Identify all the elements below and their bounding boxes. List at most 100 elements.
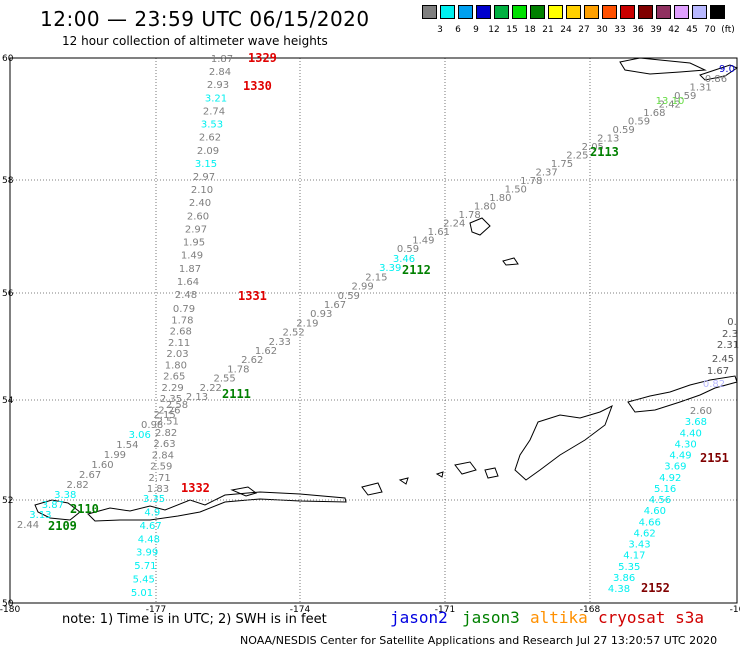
wave-height-label: 1.83: [147, 484, 169, 495]
wave-height-label: 3.87: [42, 500, 64, 511]
wave-height-label: 0.93: [310, 309, 332, 320]
wave-height-label: 0.: [727, 317, 737, 328]
wave-height-label: 2.51: [157, 417, 179, 428]
wave-height-label: 2.11: [168, 338, 190, 349]
pass-number-label: 2109: [48, 519, 77, 533]
wave-height-label: 3.68: [685, 417, 707, 428]
track-1329: 1.87 2.84 2.93 3.21 2.74 3.53 2.62 2.09 3.15 2.97…: [175, 51, 277, 301]
footnote: note: 1) Time is in UTC; 2) SWH is in fe…: [62, 612, 327, 627]
pass-number-label: 2152: [641, 581, 670, 595]
color-swatch: [512, 5, 527, 19]
wave-height-label: 2.03: [166, 349, 188, 360]
pass-number-label: 1332: [181, 481, 210, 495]
coastline: [454, 461, 477, 475]
track-1331: 0.791.782.682.112.031.802.652.292.352.26…: [147, 289, 267, 495]
wave-height-label: 5.35: [618, 562, 640, 573]
color-scale-label: 39: [650, 25, 662, 35]
wave-height-label: 3.38: [54, 490, 76, 501]
grid-layer: [9, 57, 738, 604]
color-scale-label: 36: [632, 25, 644, 35]
color-swatch: [458, 5, 473, 19]
lon-label: -177: [146, 605, 166, 615]
pass-number-label: 2112: [402, 263, 431, 277]
wave-height-label: 2.63: [153, 439, 175, 450]
lon-label: -171: [435, 605, 455, 615]
wave-height-label: 2.19: [296, 318, 318, 329]
track-2113: 0.861.310.592.421.680.590.592.132.052.25…: [397, 74, 727, 255]
coastline-layer: [34, 57, 739, 522]
wave-height-label: 3.46: [393, 254, 415, 265]
color-swatch: [476, 5, 491, 19]
wave-height-label: 2.97: [193, 172, 215, 183]
pass-number-label: 2151: [700, 451, 729, 465]
track-1330: 1330: [243, 79, 272, 93]
color-swatch: [584, 5, 599, 19]
wave-height-label: 2.05: [582, 142, 604, 153]
map-subtitle: 12 hour collection of altimeter wave hei…: [62, 34, 328, 48]
lon-label: -174: [290, 605, 311, 615]
coastline: [361, 482, 383, 496]
wave-height-label: 0.82: [703, 379, 725, 390]
wave-height-label: 2.82: [67, 480, 89, 491]
wave-height-label: 2.84: [152, 450, 174, 461]
lon-label: -168: [580, 605, 601, 615]
wave-height-label: 4.56: [649, 495, 671, 506]
wave-height-label: 3.06: [129, 430, 151, 441]
wave-height-label: 5.71: [134, 561, 156, 572]
color-swatch: [674, 5, 689, 19]
color-scale-label: 12: [488, 25, 500, 35]
wave-height-label: 3.43: [628, 540, 650, 551]
wave-height-label: 9.0: [719, 64, 735, 75]
wave-height-label: 2.60: [690, 406, 712, 417]
wave-height-label: 2.15: [153, 410, 175, 421]
wave-height-label: 2.42: [659, 100, 681, 111]
color-scale-label: 3: [437, 25, 443, 35]
wave-height-label: 0.86: [705, 74, 727, 85]
wave-height-label: 1.50: [505, 185, 527, 196]
color-scale-label: 24: [560, 25, 572, 35]
coastline: [514, 404, 613, 481]
coastline: [34, 499, 81, 521]
color-scale-label: 70: [704, 25, 716, 35]
wave-height-label: 2.55: [213, 374, 235, 385]
wave-height-label: 0.59: [628, 117, 650, 128]
coastline: [469, 217, 491, 236]
wave-height-label: 1.67: [324, 300, 346, 311]
wave-height-label: 5.01: [131, 588, 153, 599]
wave-height-label: 1.49: [181, 251, 203, 262]
color-scale-label: 33: [614, 25, 626, 35]
track-2111: 2.582.150.983.061.541.991.602.672.823.38…: [17, 387, 251, 531]
wave-height-label: 2.65: [163, 372, 185, 383]
wave-height-label: 13.10: [656, 96, 685, 107]
wave-height-label: 2.44: [17, 520, 39, 531]
wave-height-label: 2.10: [191, 185, 213, 196]
wave-height-label: 1.78: [227, 364, 249, 375]
wave-height-label: 4.9: [144, 507, 160, 518]
color-scale-label: 45: [686, 25, 698, 35]
wave-height-label: 3.35: [143, 494, 165, 505]
wave-height-label: 2.59: [150, 462, 172, 473]
wave-height-label: 3.86: [613, 573, 635, 584]
color-scale-label: 21: [542, 25, 554, 35]
wave-height-label: 2.15: [365, 272, 387, 283]
wave-height-label: 1.75: [551, 159, 573, 170]
wave-height-label: 2.99: [351, 282, 373, 293]
wave-height-label: 3.69: [664, 462, 686, 473]
track-1332: 3.35 4.9 4.67 4.48 3.99 5.71 5.45 5.01 1332: [131, 481, 210, 599]
wave-height-label: 2.71: [148, 473, 170, 484]
wave-height-label: 4.38: [608, 584, 630, 595]
lat-label: 50: [2, 599, 14, 609]
wave-height-label: 4.66: [639, 517, 661, 528]
wave-height-label: 0.59: [397, 244, 419, 255]
wave-height-label: 3.99: [136, 548, 158, 559]
color-swatch: [530, 5, 545, 19]
lon-label: -180: [0, 605, 20, 615]
wave-height-label: 2.26: [158, 405, 180, 416]
wave-height-label: 1.78: [171, 315, 193, 326]
wave-height-label: 4.30: [674, 439, 696, 450]
track-2109: 2109: [48, 519, 77, 533]
coastline: [502, 257, 519, 266]
wave-height-label: 3.15: [195, 159, 217, 170]
pass-number-label: 1329: [248, 51, 277, 65]
